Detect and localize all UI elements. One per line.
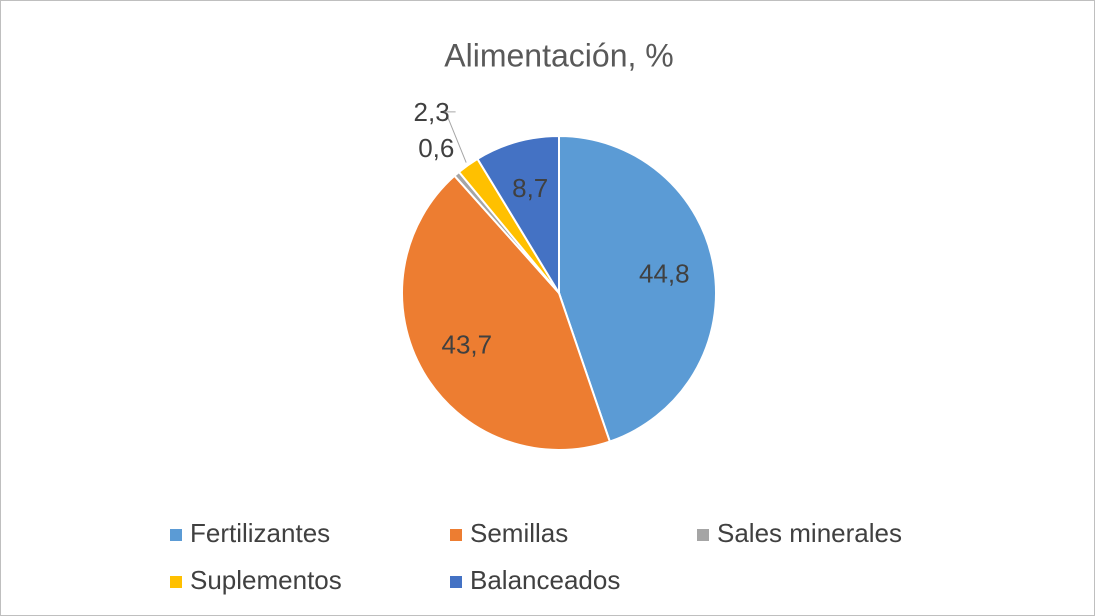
chart-title: Alimentación, % [444,37,673,73]
pie-slice [401,174,612,451]
legend-label: Balanceados [470,565,620,595]
data-label: 2,3 [414,97,450,127]
legend-label: Semillas [470,518,568,548]
legend-marker [450,576,462,588]
legend-marker [697,529,709,541]
legend-label: Fertilizantes [190,518,330,548]
legend-marker [170,529,182,541]
data-label: 44,8 [639,258,690,288]
data-label: 8,7 [512,173,548,203]
legend-marker [170,576,182,588]
pie-slice [476,134,560,297]
legend-label: Sales minerales [717,518,902,548]
legend-label: Suplementos [190,565,342,595]
data-label: 0,6 [418,133,454,163]
leader-line [444,111,467,163]
pie-slice [558,134,717,443]
data-label: 43,7 [442,330,493,360]
legend-marker [450,529,462,541]
